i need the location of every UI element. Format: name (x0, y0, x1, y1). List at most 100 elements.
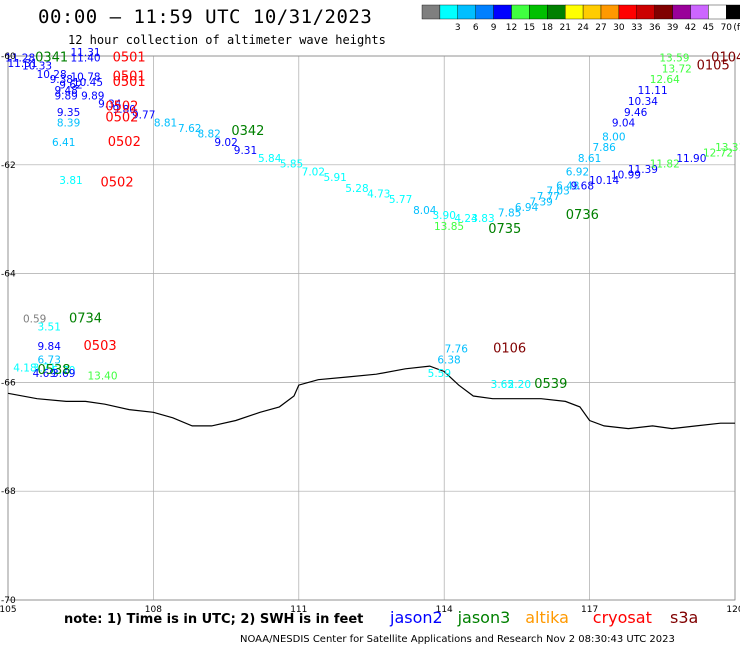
wave-height-reading: 13.59 (659, 52, 689, 64)
lat-tick-label: -68 (1, 487, 16, 497)
wave-height-reading: 4.18 (13, 363, 36, 375)
satellite-legend-item: jason2 (390, 608, 443, 627)
wave-height-reading: 9.31 (234, 145, 257, 157)
wave-height-reading: 9.46 (624, 107, 648, 119)
pass-time-label: 0105 (697, 59, 730, 74)
wave-height-reading: 11.28 (5, 52, 35, 64)
wave-height-reading: 3.69 (52, 368, 75, 380)
wave-height-reading: 5.77 (389, 194, 412, 206)
wave-height-readings: 11.2811.3110.3310.289.389.629.489.899.35… (5, 47, 740, 391)
legend-swatch (600, 4, 620, 20)
legend-unit: (ft) (733, 23, 740, 33)
pass-time-label: 0736 (566, 208, 599, 223)
page-title: 00:00 – 11:59 UTC 10/31/2023 (38, 6, 373, 28)
legend-tick-label: 3 (455, 23, 461, 33)
wave-height-reading: 10.14 (589, 175, 619, 187)
legend-swatch (690, 4, 709, 20)
wave-height-reading: 7.86 (592, 142, 616, 154)
pass-time-label: 0502 (105, 99, 138, 114)
wave-height-reading: 9.89 (81, 91, 104, 103)
legend-swatch (439, 4, 458, 20)
wave-height-reading: 6.73 (38, 354, 61, 366)
legend-swatch (475, 4, 494, 20)
wave-height-reading: 3.90 (433, 210, 456, 222)
wave-height-reading: 7.62 (178, 123, 201, 135)
legend-tick-label: 39 (667, 23, 679, 33)
wave-height-reading: 3.71 (33, 363, 56, 375)
legend-swatch (547, 4, 566, 20)
credit-line: NOAA/NESDIS Center for Satellite Applica… (240, 634, 675, 645)
wave-height-reading: 11.90 (676, 153, 706, 165)
wave-height-reading: 6.38 (437, 354, 460, 366)
lon-tick-label: 105 (0, 605, 17, 615)
wave-height-reading: 7.76 (445, 343, 469, 355)
pass-time-label: 0501 (113, 50, 146, 65)
legend-swatch (618, 4, 638, 20)
pass-time-label: 0539 (534, 377, 567, 392)
lon-tick-label: 117 (581, 605, 598, 615)
wave-height-reading: 10.78 (71, 71, 101, 83)
satellite-legend-item: altika (525, 608, 569, 627)
pass-time-label: 0502 (101, 176, 134, 191)
wave-height-reading: 7.03 (546, 186, 569, 198)
wave-height-reading: 9.04 (612, 118, 636, 130)
wave-height-reading: 3.81 (59, 175, 82, 187)
wave-height-reading: 13.72 (662, 63, 692, 75)
pass-time-label: 0502 (105, 110, 138, 125)
wave-height-reading: 11.11 (638, 85, 668, 97)
wave-height-reading: 5.59 (428, 368, 451, 380)
wave-height-reading: 5.84 (258, 153, 282, 165)
pass-time-label: 0501 (113, 69, 146, 84)
wave-height-reading: 11.39 (628, 164, 658, 176)
pass-time-label: 0503 (84, 339, 117, 354)
wave-height-reading: 8.61 (578, 153, 601, 165)
wave-height-reading: 11.40 (71, 52, 101, 64)
lon-tick-label: 114 (436, 605, 453, 615)
map-frame (7, 55, 736, 601)
wave-height-reading: 11.82 (650, 159, 680, 171)
lat-tick-label: -66 (1, 378, 16, 388)
wave-height-reading: 10.28 (37, 69, 67, 81)
legend-swatch (493, 4, 512, 20)
legend-swatch (529, 4, 548, 20)
wave-height-reading: 5.85 (280, 159, 303, 171)
wave-height-reading: 9.02 (214, 137, 237, 149)
wave-height-reading: 5.28 (345, 183, 368, 195)
legend-tick-label: 70 (721, 23, 733, 33)
legend-tick-label: 42 (685, 23, 696, 33)
legend-swatch (708, 4, 727, 20)
legend-swatch (457, 4, 476, 20)
lon-tick-label: 120 (726, 605, 740, 615)
wave-height-reading: 3.83 (471, 213, 494, 225)
wave-height-reading: 9.77 (132, 110, 155, 122)
pass-time-label: 0342 (231, 124, 264, 139)
legend-tick-label: 18 (542, 23, 554, 33)
wave-height-reading: 10.45 (73, 77, 103, 89)
wave-height-reading: 5.91 (323, 172, 346, 184)
wave-height-reading: 4.73 (367, 188, 390, 200)
legend-swatch (726, 4, 740, 20)
footer-note: note: 1) Time is in UTC; 2) SWH is in fe… (64, 612, 364, 627)
legend-tick-label: 12 (506, 23, 517, 33)
wave-height-reading: 6.94 (515, 202, 539, 214)
wave-height-reading: 8.82 (197, 129, 220, 141)
legend-tick-label: 6 (473, 23, 479, 33)
legend-swatch (421, 4, 441, 20)
wave-height-reading: 13.31 (715, 142, 740, 154)
wave-height-reading: 13.85 (434, 221, 464, 233)
satellite-legend-item: s3a (670, 608, 699, 627)
lat-tick-label: -60 (1, 52, 16, 62)
pass-time-label: 0341 (35, 50, 68, 65)
legend-tick-label: 9 (491, 23, 497, 33)
wave-height-reading: 7.39 (529, 197, 552, 209)
wave-height-reading: 7.02 (302, 167, 325, 179)
wave-height-reading: 6.92 (566, 167, 589, 179)
legend-tick-label: 24 (577, 23, 589, 33)
wave-height-reading: 13.40 (87, 371, 117, 383)
wave-height-reading: 9.48 (54, 85, 77, 97)
legend-tick-label: 27 (595, 23, 606, 33)
pass-time-label: 0501 (113, 75, 146, 90)
wave-height-reading: 9.80 (113, 104, 136, 116)
